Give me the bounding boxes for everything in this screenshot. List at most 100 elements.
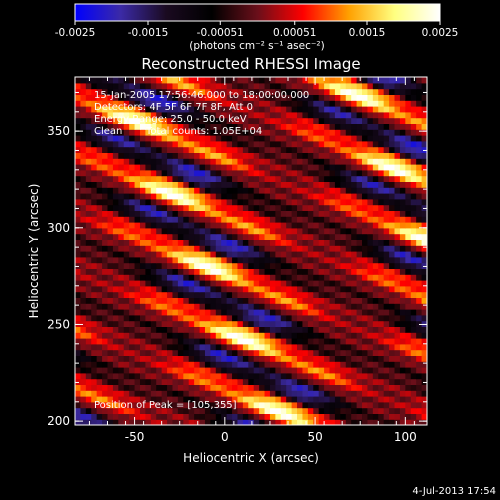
heatmap-cell [161,111,168,119]
heatmap-cell [389,123,396,130]
heatmap-cell [102,309,109,316]
heatmap-cell [118,135,125,142]
heatmap-cell [313,129,320,136]
heatmap-cell [204,268,211,275]
heatmap-cell [302,239,309,246]
heatmap-cell [302,175,309,182]
heatmap-cell [410,169,417,177]
heatmap-cell [194,413,201,420]
heatmap-cell [167,77,174,84]
heatmap-cell [275,117,282,124]
heatmap-cell [215,413,222,420]
heatmap-cell [351,303,358,310]
heatmap-cell [421,361,427,368]
heatmap-cell [324,378,331,385]
heatmap-cell [102,349,109,356]
heatmap-cell [188,135,195,142]
heatmap-cell [410,274,417,281]
heatmap-cell [367,407,374,414]
heatmap-cell [259,343,266,351]
heatmap-cell [307,309,314,316]
heatmap-cell [129,396,136,403]
heatmap-cell [399,245,406,252]
heatmap-cell [232,193,239,200]
heatmap-cell [394,401,401,409]
heatmap-cell [351,262,358,269]
heatmap-cell [221,181,228,188]
heatmap-cell [150,169,157,177]
heatmap-cell [372,158,379,165]
heatmap-cell [177,187,184,194]
heatmap-cell [291,204,298,211]
heatmap-cell [253,343,260,351]
heatmap-cell [334,407,341,414]
heatmap-cell [194,309,201,316]
heatmap-cell [210,251,217,258]
heatmap-cell [291,82,298,90]
heatmap-cell [421,320,427,327]
heatmap-cell [102,280,109,287]
heatmap-cell [405,245,412,252]
heatmap-cell [204,233,211,240]
heatmap-cell [183,361,190,368]
heatmap-cell [96,245,103,252]
heatmap-cell [394,419,401,425]
heatmap-cell [96,384,103,391]
heatmap-cell [150,419,157,425]
heatmap-cell [139,158,146,165]
heatmap-cell [112,94,119,101]
heatmap-cell [389,100,396,107]
heatmap-cell [107,401,114,409]
heatmap-cell [156,129,163,136]
heatmap-cell [242,349,249,356]
heatmap-cell [286,297,293,304]
heatmap-cell [215,256,222,264]
heatmap-cell [188,401,195,409]
heatmap-cell [399,280,406,287]
heatmap-cell [399,384,406,391]
heatmap-cell [194,349,201,356]
heatmap-cell [356,111,363,119]
heatmap-cell [129,256,136,264]
heatmap-cell [307,349,314,356]
heatmap-cell [123,146,130,153]
heatmap-cell [264,390,271,397]
heatmap-cell [96,372,103,380]
heatmap-cell [161,280,168,287]
heatmap-cell [221,268,228,275]
heatmap-cell [210,158,217,165]
heatmap-cell [96,256,103,264]
heatmap-cell [123,111,130,119]
heatmap-cell [318,193,325,200]
heatmap-cell [199,82,206,90]
heatmap-cell [324,146,331,153]
heatmap-cell [259,111,266,119]
heatmap-cell [340,274,347,281]
heatmap-cell [297,413,304,420]
heatmap-cell [183,187,190,194]
heatmap-cell [123,129,130,136]
heatmap-cell [367,285,374,293]
heatmap-cell [248,210,255,217]
heatmap-cell [324,349,331,356]
heatmap-cell [80,82,87,90]
heatmap-cell [91,303,98,310]
heatmap-cell [129,384,136,391]
heatmap-cell [188,245,195,252]
heatmap-cell [291,227,298,235]
heatmap-cell [345,100,352,107]
heatmap-cell [334,94,341,101]
heatmap-cell [226,384,233,391]
heatmap-cell [232,361,239,368]
heatmap-cell [405,372,412,380]
heatmap-cell [221,210,228,217]
heatmap-cell [334,123,341,130]
heatmap-cell [85,146,92,153]
heatmap-cell [291,401,298,409]
heatmap-cell [204,106,211,113]
heatmap-cell [85,355,92,362]
heatmap-cell [188,268,195,275]
heatmap-cell [372,88,379,95]
heatmap-cell [102,326,109,333]
heatmap-cell [421,135,427,142]
